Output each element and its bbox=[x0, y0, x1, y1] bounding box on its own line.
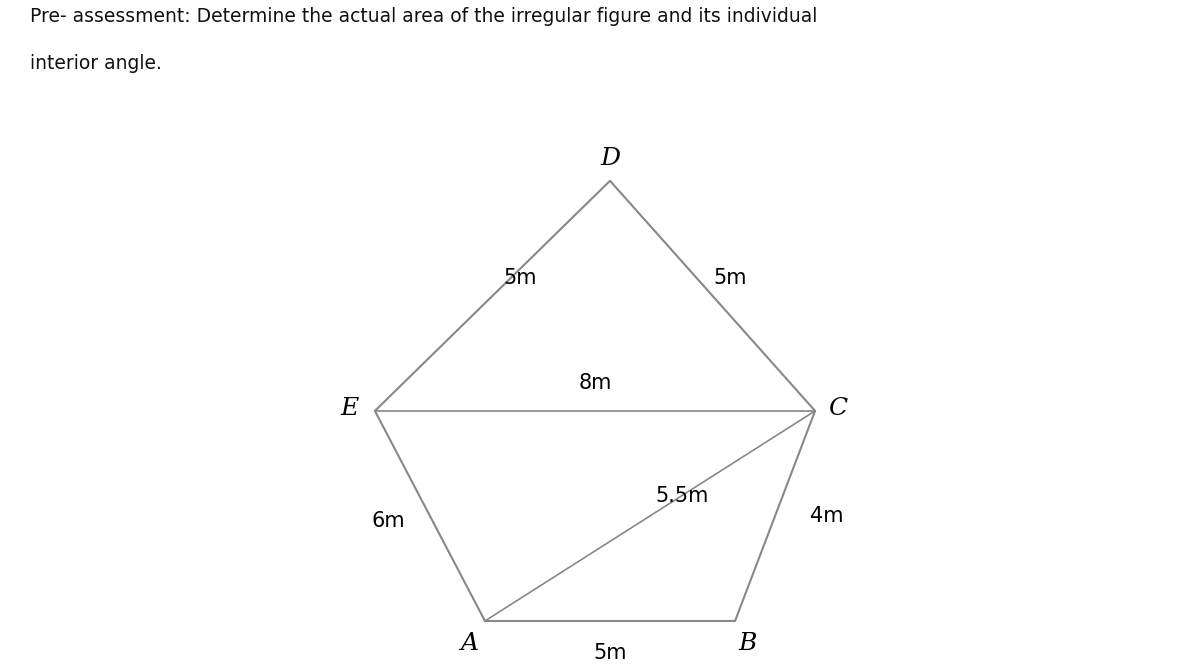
Text: B: B bbox=[738, 632, 757, 655]
Text: 5m: 5m bbox=[593, 643, 626, 664]
Text: 8m: 8m bbox=[578, 373, 612, 393]
Text: 5m: 5m bbox=[503, 268, 536, 289]
Text: interior angle.: interior angle. bbox=[30, 54, 162, 72]
Text: 5m: 5m bbox=[713, 268, 746, 289]
Text: A: A bbox=[461, 632, 479, 655]
Text: Pre- assessment: Determine the actual area of the irregular figure and its indiv: Pre- assessment: Determine the actual ar… bbox=[30, 7, 817, 25]
Text: D: D bbox=[600, 147, 620, 170]
Text: 5.5m: 5.5m bbox=[655, 486, 708, 506]
Text: C: C bbox=[828, 397, 847, 420]
Text: 6m: 6m bbox=[371, 511, 404, 531]
Text: 4m: 4m bbox=[810, 506, 844, 526]
Text: E: E bbox=[341, 397, 359, 420]
